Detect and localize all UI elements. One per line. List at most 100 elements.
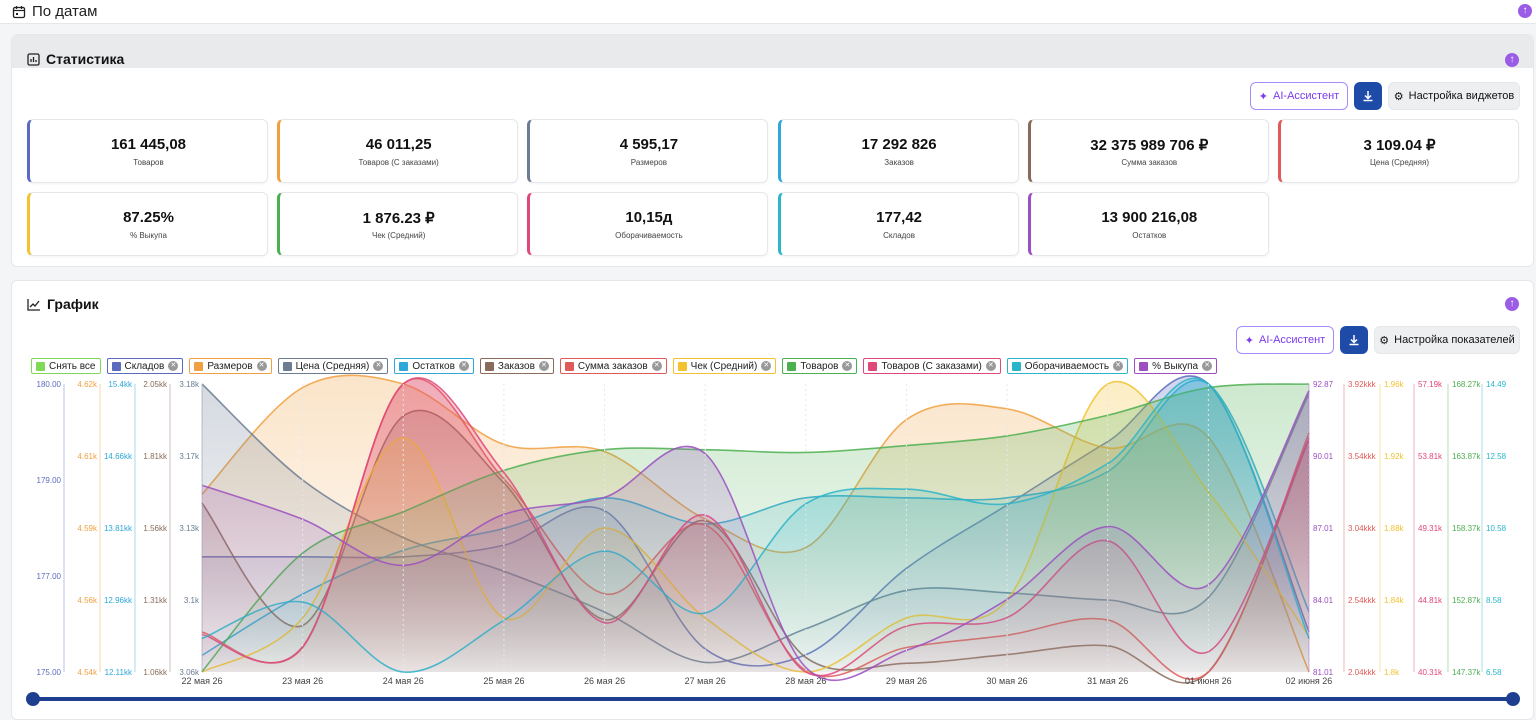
legend-chip[interactable]: Товаров (С заказами) ✕ [863,358,1001,374]
date-section-header: По датам ↑ [0,0,1536,24]
slider-handle-end[interactable] [1506,692,1520,706]
remove-series-icon[interactable]: ✕ [538,361,549,371]
legend-swatch [787,361,797,371]
legend-chip[interactable]: Цена (Средняя) ✕ [277,358,389,374]
stat-card: 177,42 Складов [777,192,1019,256]
legend-swatch [484,361,494,371]
remove-series-icon[interactable]: ✕ [168,361,179,371]
stats-download-button[interactable] [1354,82,1382,110]
stat-label: % Выкупа [130,231,167,240]
legend-label: Товаров [800,360,839,372]
date-range-slider[interactable] [26,692,1520,706]
stat-label: Товаров [133,158,164,167]
stat-card: 13 900 216,08 Остатков [1027,192,1269,256]
remove-series-icon[interactable]: ✕ [651,361,662,371]
remove-series-icon[interactable]: ✕ [761,361,772,371]
graph-metrics-settings-button[interactable]: ⚙ Настройка показателей [1374,326,1520,354]
legend-chip[interactable]: % Выкупа ✕ [1134,358,1218,374]
stats-settings-label: Настройка виджетов [1408,90,1515,102]
stats-ai-assistant-button[interactable]: ✦ AI-Ассистент [1250,82,1348,110]
legend-swatch [399,361,409,371]
legend-chip[interactable]: Размеров ✕ [189,358,272,374]
legend-swatch [1139,361,1149,371]
stat-value: 161 445,08 [110,136,187,153]
legend-chip[interactable]: Сумма заказов ✕ [559,358,667,374]
statistics-panel: Статистика ↑ ✦ AI-Ассистент ⚙ Настройка … [11,34,1534,267]
stat-card: 17 292 826 Заказов [777,119,1019,183]
remove-series-icon[interactable]: ✕ [373,361,384,371]
legend-label: Складов [124,360,165,372]
remove-series-icon[interactable]: ✕ [985,361,996,371]
legend-label: Товаров (С заказами) [881,360,982,372]
stat-value: 10,15д [625,209,673,226]
stat-label: Складов [883,231,916,240]
legend-chip[interactable]: Остатков ✕ [394,358,474,374]
gear-icon: ⚙ [1379,334,1390,347]
stats-widget-settings-button[interactable]: ⚙ Настройка виджетов [1388,82,1520,110]
legend-swatch [868,361,878,371]
stats-icon [27,52,40,66]
statistics-title: Статистика [46,51,125,67]
legend-swatch [1011,361,1021,371]
legend-chip[interactable]: Оборачиваемость ✕ [1006,358,1129,374]
legend-label: Остатков [412,360,455,372]
legend-label: Заказов [497,360,535,372]
date-section-title: По датам [32,3,98,20]
slider-handle-start[interactable] [26,692,40,706]
remove-series-icon[interactable]: ✕ [1202,361,1213,371]
legend-label: Размеров [207,360,253,372]
legend-chip[interactable]: Складов ✕ [106,358,184,374]
stat-label: Сумма заказов [1121,158,1178,167]
legend-swatch [194,361,204,371]
sparkle-icon: ✦ [1244,334,1255,347]
legend-label: % Выкупа [1152,360,1199,372]
legend-label: Сумма заказов [577,360,648,372]
stat-value: 1 876.23 ₽ [362,210,435,227]
remove-series-icon[interactable]: ✕ [458,361,469,371]
legend-chip[interactable]: Заказов ✕ [479,358,554,374]
legend-label: Чек (Средний) [690,360,758,372]
remove-series-icon[interactable]: ✕ [256,361,267,371]
graph-title: График [47,296,99,312]
legend-chip[interactable]: Снять все [31,358,101,374]
graph-settings-label: Настройка показателей [1394,334,1515,346]
stat-value: 4 595,17 [619,136,679,153]
collapse-graph-button[interactable]: ↑ [1505,297,1519,311]
graph-ai-label: AI-Ассистент [1259,334,1326,346]
graph-download-button[interactable] [1340,326,1368,354]
collapse-statistics-button[interactable]: ↑ [1505,53,1519,67]
legend-label: Снять все [49,360,96,372]
stat-card: 87.25% % Выкупа [27,192,268,256]
legend-swatch [282,361,292,371]
collapse-dates-button[interactable]: ↑ [1518,4,1532,18]
stat-card: 161 445,08 Товаров [27,119,268,183]
stat-label: Товаров (С заказами) [358,158,439,167]
stat-card: 10,15д Оборачиваемость [527,192,769,256]
stat-value: 13 900 216,08 [1101,209,1198,226]
stat-value: 46 011,25 [365,136,432,153]
legend-swatch [564,361,574,371]
stat-card: 1 876.23 ₽ Чек (Средний) [277,192,519,256]
legend-swatch [111,361,121,371]
legend-swatch [677,361,687,371]
stat-value: 87.25% [123,209,174,226]
download-icon [1363,91,1373,102]
stat-label: Цена (Средняя) [1369,158,1430,167]
stat-value: 32 375 989 706 ₽ [1090,137,1209,154]
graph-ai-assistant-button[interactable]: ✦ AI-Ассистент [1236,326,1334,354]
legend-chip[interactable]: Чек (Средний) ✕ [672,358,777,374]
stat-value: 3 109.04 ₽ [1363,137,1436,154]
stat-card: 46 011,25 Товаров (С заказами) [277,119,519,183]
remove-series-icon[interactable]: ✕ [1113,361,1124,371]
legend-label: Оборачиваемость [1024,360,1110,372]
stats-ai-label: AI-Ассистент [1273,90,1340,102]
slider-track [32,697,1514,701]
remove-series-icon[interactable]: ✕ [842,361,853,371]
chart-legend: Снять все Складов ✕ Размеров ✕ Цена (Средняя)… [31,358,1218,374]
download-icon [1349,335,1359,346]
sparkle-icon: ✦ [1258,90,1269,103]
legend-chip[interactable]: Товаров ✕ [782,358,858,374]
stat-card: 4 595,17 Размеров [527,119,769,183]
gear-icon: ⚙ [1393,90,1404,103]
stat-label: Заказов [884,158,914,167]
